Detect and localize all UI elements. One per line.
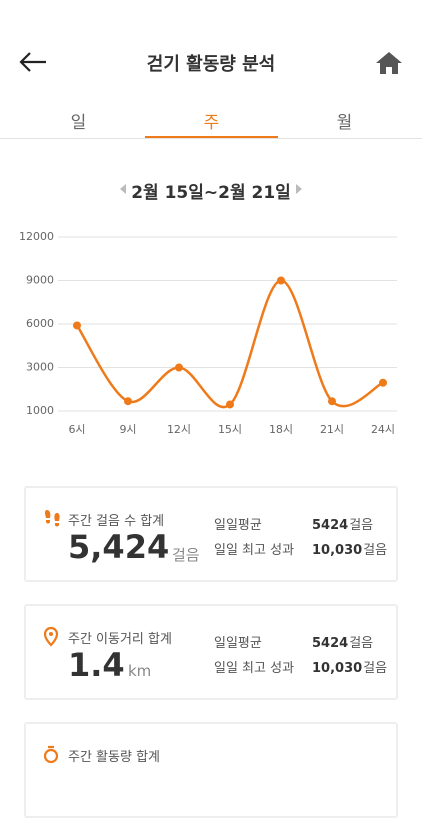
stat-number: 10,030 [312, 543, 363, 558]
chart: 1000 3000 6000 9000 12000 6시 9시 12시 15시 18시 21시 24시 [19, 230, 397, 436]
stat-unit: 걸음 [349, 518, 374, 533]
x-tick-label: 6시 [68, 423, 85, 436]
stat-value: 10,030걸음 [312, 657, 387, 676]
summary-card: 주간 걸음 수 합계 5,424 걸음 일일평균 5424걸음 일일 최고 성과 10,03… [24, 486, 398, 582]
back-button[interactable] [18, 50, 48, 74]
stat-value: 10,030걸음 [312, 539, 387, 558]
x-tick-label: 12시 [167, 423, 191, 436]
card-label: 주간 활동량 합계 [68, 750, 160, 765]
stat-value: 5424걸음 [312, 514, 373, 533]
point [73, 321, 81, 330]
tab[interactable]: 일 [70, 113, 87, 133]
next-week[interactable] [296, 184, 302, 194]
stat-unit: 걸음 [349, 636, 374, 651]
y-tick-label: 12000 [19, 230, 54, 243]
stat-number: 5424 [312, 518, 349, 533]
summary-card: 주간 활동량 합계 [24, 722, 398, 818]
card-icon [43, 626, 59, 647]
card-icon [45, 510, 60, 527]
y-tick-label: 1000 [26, 404, 54, 417]
card-unit: km [128, 662, 152, 680]
home-button[interactable] [375, 50, 403, 76]
point [277, 276, 285, 285]
point [226, 400, 234, 409]
tab[interactable]: 주 [145, 108, 278, 138]
card-total: 1.4 [68, 646, 125, 684]
prev-week[interactable] [120, 184, 126, 194]
header: 걷기 활동량 분석 [0, 0, 422, 100]
date-range: 2월 15일~2월 21일 [131, 183, 291, 203]
card-label: 주간 이동거리 합계 [68, 632, 172, 647]
stat-value: 5424걸음 [312, 632, 373, 651]
card-total: 5,424 [68, 528, 170, 566]
stat-label: 일일 최고 성과 [214, 661, 295, 676]
stat-label: 일일평균 [214, 518, 262, 533]
point [328, 397, 336, 406]
x-tick-label: 9시 [119, 423, 136, 436]
line [75, 279, 384, 409]
tab[interactable]: 월 [336, 113, 353, 133]
summary-card: 주간 이동거리 합계 1.4 km 일일평균 5424걸음 일일 최고 성과 10,030걸… [24, 604, 398, 700]
y-tick-label: 6000 [26, 317, 54, 330]
stat-unit: 걸음 [363, 543, 388, 558]
card-label: 주간 걸음 수 합계 [68, 514, 165, 529]
card-unit: 걸음 [172, 546, 200, 564]
y-tick-label: 3000 [26, 361, 54, 374]
x-tick-label: 15시 [218, 423, 242, 436]
stat-number: 10,030 [312, 661, 363, 676]
stat-label: 일일 최고 성과 [214, 543, 295, 558]
x-tick-label: 18시 [269, 423, 293, 436]
stat-number: 5424 [312, 636, 349, 651]
y-tick-label: 9000 [26, 274, 54, 287]
x-tick-label: 24시 [371, 423, 395, 436]
stat-label: 일일평균 [214, 636, 262, 651]
point [379, 378, 387, 387]
x-tick-label: 21시 [320, 423, 344, 436]
stat-unit: 걸음 [363, 661, 388, 676]
card-icon [43, 745, 59, 764]
point [175, 363, 183, 372]
point [124, 397, 132, 406]
page-title: 걷기 활동량 분석 [146, 54, 276, 75]
